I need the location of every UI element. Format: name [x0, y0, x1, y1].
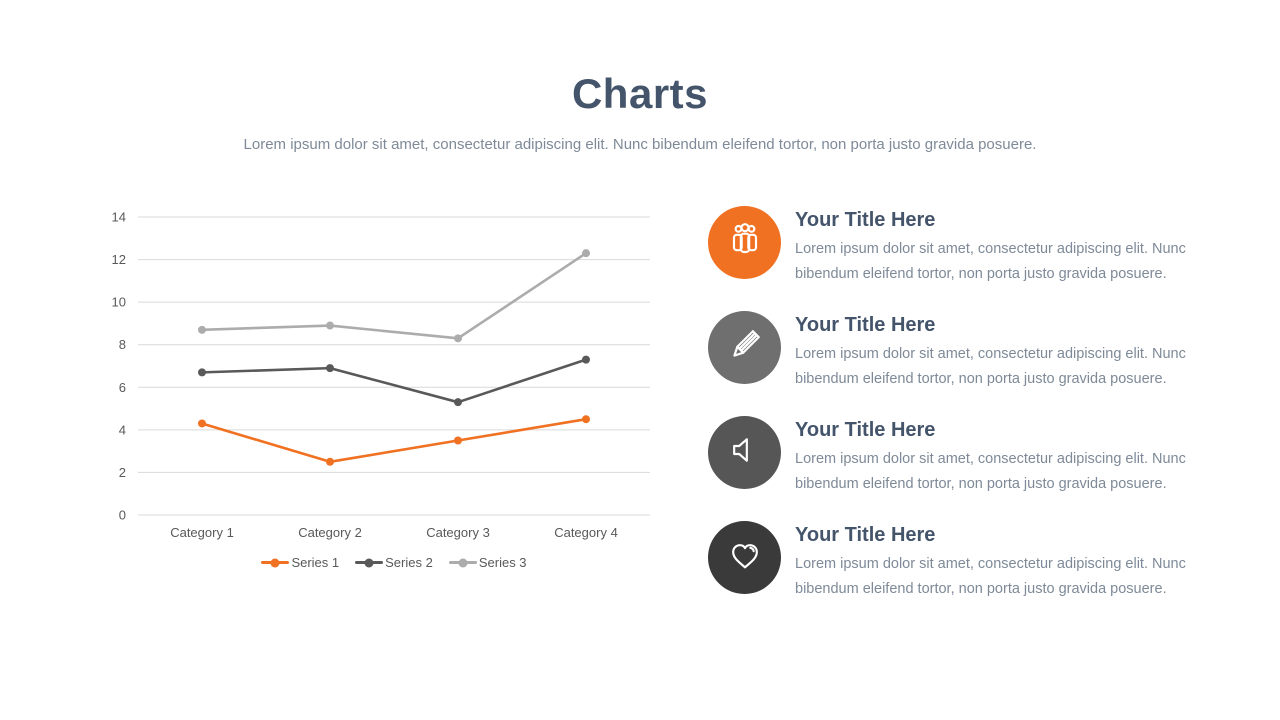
feature-item: Your Title Here Lorem ipsum dolor sit am…: [708, 206, 1202, 287]
feature-item: Your Title Here Lorem ipsum dolor sit am…: [708, 311, 1202, 392]
svg-text:Category 3: Category 3: [426, 525, 490, 540]
svg-text:6: 6: [119, 380, 126, 395]
svg-text:Category 2: Category 2: [298, 525, 362, 540]
people-group-icon: [725, 220, 765, 265]
feature-description: Lorem ipsum dolor sit amet, consectetur …: [795, 451, 1186, 492]
line-chart-plot: 0 2 4 6 8 10 12 14 Category 1 Category 2 Category …: [112, 210, 650, 540]
page-title: Charts: [571, 70, 709, 117]
feature-title: Your Title Here: [795, 524, 936, 546]
feature-description: Lorem ipsum dolor sit amet, consectetur …: [795, 346, 1186, 387]
legend-label: Series 3: [478, 555, 527, 570]
feature-text: Your Title Here Lorem ipsum dolor sit am…: [795, 521, 1202, 602]
feature-title: Your Title Here: [795, 419, 936, 441]
chart-legend: Series 1 Series 2 Series 3: [138, 555, 650, 570]
feature-title: Your Title Here: [795, 314, 936, 336]
legend-entry: Series 1: [261, 555, 339, 570]
pencil-icon: [725, 325, 765, 370]
feature-description: Lorem ipsum dolor sit amet, consectetur …: [795, 241, 1186, 282]
line-chart: 0 2 4 6 8 10 12 14 Category 1 Category 2 Category …: [95, 195, 665, 595]
feature-text: Your Title Here Lorem ipsum dolor sit am…: [795, 416, 1202, 497]
feature-icon-circle: [708, 206, 781, 279]
feature-item: Your Title Here Lorem ipsum dolor sit am…: [708, 521, 1202, 602]
feature-icon-circle: [708, 416, 781, 489]
legend-marker: [355, 558, 384, 567]
svg-text:2: 2: [119, 465, 126, 480]
feature-title: Your Title Here: [795, 209, 936, 231]
legend-label: Series 2: [385, 555, 433, 570]
feature-icon-circle: [708, 521, 781, 594]
page-subtitle: Lorem ipsum dolor sit amet, consectetur …: [243, 136, 1037, 153]
svg-text:14: 14: [112, 210, 126, 225]
feature-description: Lorem ipsum dolor sit amet, consectetur …: [795, 556, 1186, 597]
legend-entry: Series 2: [355, 555, 433, 570]
svg-text:8: 8: [119, 337, 126, 352]
legend-entry: Series 3: [448, 555, 527, 570]
legend-marker: [448, 558, 477, 567]
svg-text:0: 0: [119, 508, 126, 523]
svg-text:12: 12: [112, 252, 126, 267]
feature-list: Your Title Here Lorem ipsum dolor sit am…: [708, 206, 1202, 626]
feature-item: Your Title Here Lorem ipsum dolor sit am…: [708, 416, 1202, 497]
legend-label: Series 1: [291, 555, 340, 570]
feature-text: Your Title Here Lorem ipsum dolor sit am…: [795, 311, 1202, 392]
svg-text:Category 4: Category 4: [554, 525, 618, 540]
feature-icon-circle: [708, 311, 781, 384]
speaker-icon: [725, 430, 765, 475]
svg-text:Category 1: Category 1: [170, 525, 234, 540]
feature-text: Your Title Here Lorem ipsum dolor sit am…: [795, 206, 1202, 287]
svg-text:4: 4: [119, 422, 126, 437]
legend-marker: [261, 558, 290, 567]
heart-icon: [725, 535, 765, 580]
svg-text:10: 10: [112, 295, 126, 310]
